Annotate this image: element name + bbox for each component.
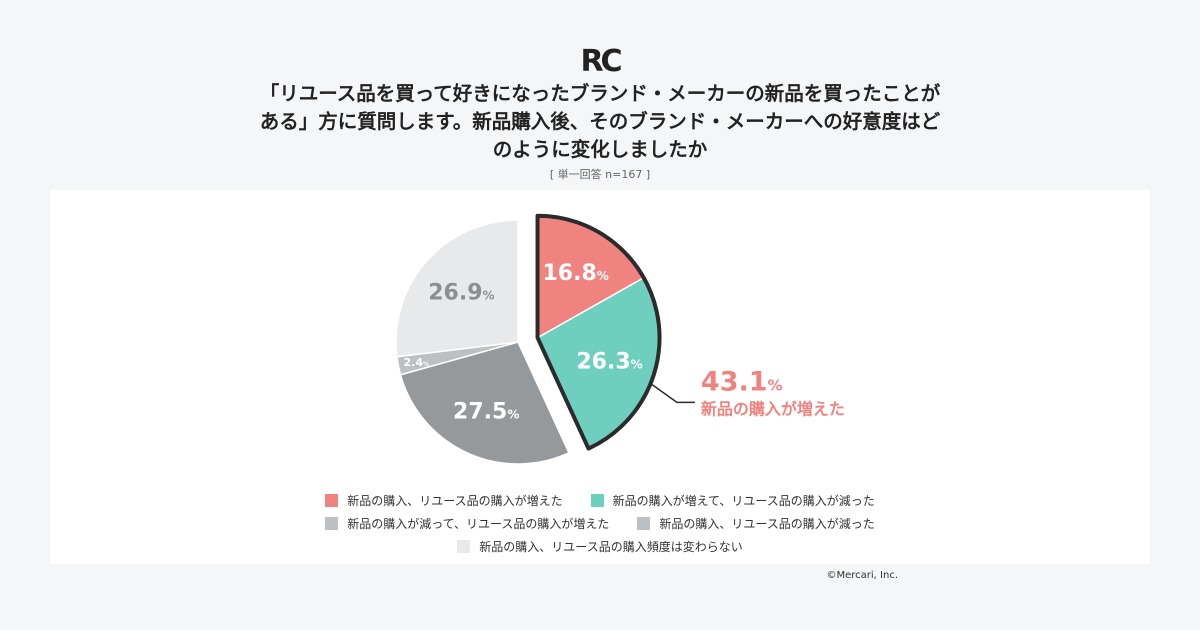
legend-label: 新品の購入が増えて、リユース品の購入が減った	[612, 494, 875, 508]
legend-swatch	[590, 494, 604, 507]
slice-value-label: 2.4%	[404, 356, 430, 369]
legend-label: 新品の購入、リユース品の購入が減った	[659, 517, 875, 531]
brand-logo: RC	[580, 44, 622, 79]
legend-label: 新品の購入、リユース品の購入頻度は変わらない	[479, 540, 743, 554]
annotation-text: 新品の購入が増えた	[701, 399, 845, 418]
legend-item: 新品の購入が減って、リユース品の購入が増えた	[325, 515, 609, 532]
legend-swatch	[637, 517, 651, 530]
legend-label: 新品の購入が減って、リユース品の購入が増えた	[347, 517, 610, 531]
chart-title: 「リユース品を買って好きになったブランド・メーカーの新品を買ったことがある」方に…	[259, 82, 941, 161]
legend-label: 新品の購入、リユース品の購入が増えた	[347, 494, 563, 508]
legend-row: 新品の購入、リユース品の購入が増えた 新品の購入が増えて、リユース品の購入が減っ…	[50, 492, 1150, 509]
highlight-outline	[535, 213, 662, 451]
legend-row: 新品の購入が減って、リユース品の購入が増えた 新品の購入、リユース品の購入が減っ…	[50, 515, 1150, 532]
legend-row: 新品の購入、リユース品の購入頻度は変わらない	[50, 538, 1150, 555]
legend-swatch	[325, 517, 339, 530]
copyright: ©Mercari, Inc.	[826, 570, 898, 581]
pie-slice	[395, 219, 519, 358]
legend-item: 新品の購入、リユース品の購入が増えた	[325, 492, 563, 509]
legend-swatch	[457, 540, 471, 553]
slice-value-label: 26.3%	[576, 350, 642, 375]
pie-chart: 16.8%26.3%27.5%2.4%26.9%43.1%新品の購入が増えた	[395, 213, 845, 465]
annotation-leader-line	[648, 381, 695, 404]
legend-item: 新品の購入、リユース品の購入頻度は変わらない	[457, 538, 743, 555]
legend: 新品の購入、リユース品の購入が増えた 新品の購入が増えて、リユース品の購入が減っ…	[50, 492, 1150, 561]
legend-item: 新品の購入が増えて、リユース品の購入が減った	[590, 492, 875, 509]
annotation-value: 43.1%	[701, 366, 783, 397]
legend-item: 新品の購入、リユース品の購入が減った	[637, 515, 875, 532]
chart-subtitle: [ 単一回答 n=167 ]	[549, 168, 651, 181]
chart-panel: 16.8% 26.3% 27.5% 2.4% 26.9% 43.1% 新品の購入が増えた 新…	[50, 190, 1150, 564]
legend-swatch	[325, 494, 339, 507]
pie-slice	[399, 341, 570, 465]
